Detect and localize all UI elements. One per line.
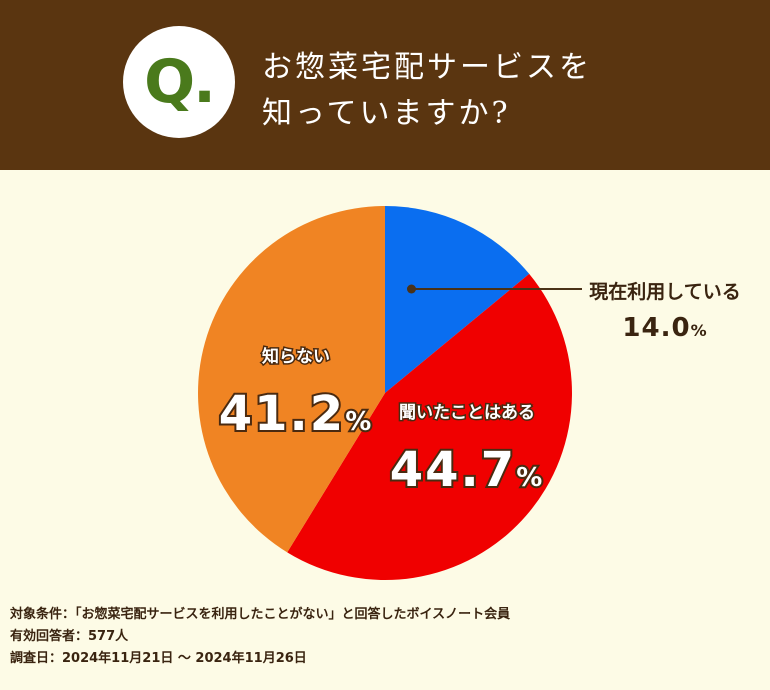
- slice-label-1: 聞いたことはある: [399, 403, 535, 423]
- pie-slice-2: [198, 206, 385, 553]
- footnotes: 対象条件：「お惣菜宅配サービスを利用したことがない」と回答したボイスノート会員 …: [10, 604, 510, 670]
- slice-value-2: 41.2%: [219, 386, 374, 442]
- question-title: お惣菜宅配サービスを 知っていますか?: [262, 45, 682, 137]
- q-badge-label: Q.: [144, 47, 216, 117]
- slice-label-0: 現在利用している: [589, 280, 740, 303]
- leader-dot-0: [406, 284, 416, 294]
- q-badge: Q.: [123, 26, 235, 138]
- question-line-2: 知っていますか?: [262, 96, 511, 131]
- footnote-respondents: 有効回答者：577人: [10, 629, 129, 644]
- slice-value-1: 44.7%: [390, 442, 545, 498]
- question-line-1: お惣菜宅配サービスを: [262, 50, 592, 85]
- pie-slice-0: [385, 206, 530, 393]
- header-banner: Q. お惣菜宅配サービスを 知っていますか?: [0, 0, 770, 170]
- footnote-survey-date: 調査日：2024年11月21日 〜 2024年11月26日: [10, 651, 307, 666]
- slice-value-0: 14.0%: [622, 313, 707, 343]
- footnote-condition: 対象条件：「お惣菜宅配サービスを利用したことがない」と回答したボイスノート会員: [10, 607, 511, 622]
- pie-slice-1: [287, 273, 572, 580]
- slice-label-2: 知らない: [261, 346, 330, 367]
